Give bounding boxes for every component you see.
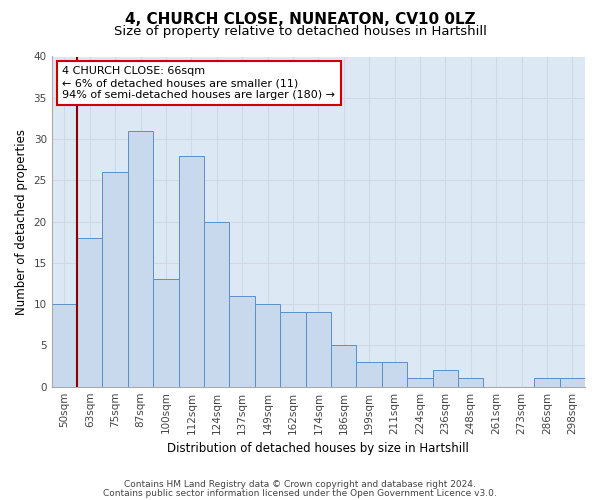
Y-axis label: Number of detached properties: Number of detached properties	[15, 128, 28, 314]
Bar	[229, 296, 255, 386]
Text: 4, CHURCH CLOSE, NUNEATON, CV10 0LZ: 4, CHURCH CLOSE, NUNEATON, CV10 0LZ	[125, 12, 475, 28]
Bar	[204, 222, 229, 386]
Text: 4 CHURCH CLOSE: 66sqm
← 6% of detached houses are smaller (11)
94% of semi-detac: 4 CHURCH CLOSE: 66sqm ← 6% of detached h…	[62, 66, 335, 100]
Text: Contains HM Land Registry data © Crown copyright and database right 2024.: Contains HM Land Registry data © Crown c…	[124, 480, 476, 489]
Bar	[534, 378, 560, 386]
X-axis label: Distribution of detached houses by size in Hartshill: Distribution of detached houses by size …	[167, 442, 469, 455]
Bar	[255, 304, 280, 386]
Bar	[305, 312, 331, 386]
Bar	[52, 304, 77, 386]
Text: Contains public sector information licensed under the Open Government Licence v3: Contains public sector information licen…	[103, 488, 497, 498]
Bar	[331, 346, 356, 387]
Bar	[179, 156, 204, 386]
Bar	[560, 378, 585, 386]
Bar	[382, 362, 407, 386]
Text: Size of property relative to detached houses in Hartshill: Size of property relative to detached ho…	[113, 25, 487, 38]
Bar	[103, 172, 128, 386]
Bar	[433, 370, 458, 386]
Bar	[407, 378, 433, 386]
Bar	[77, 238, 103, 386]
Bar	[458, 378, 484, 386]
Bar	[153, 280, 179, 386]
Bar	[356, 362, 382, 386]
Bar	[280, 312, 305, 386]
Bar	[128, 131, 153, 386]
